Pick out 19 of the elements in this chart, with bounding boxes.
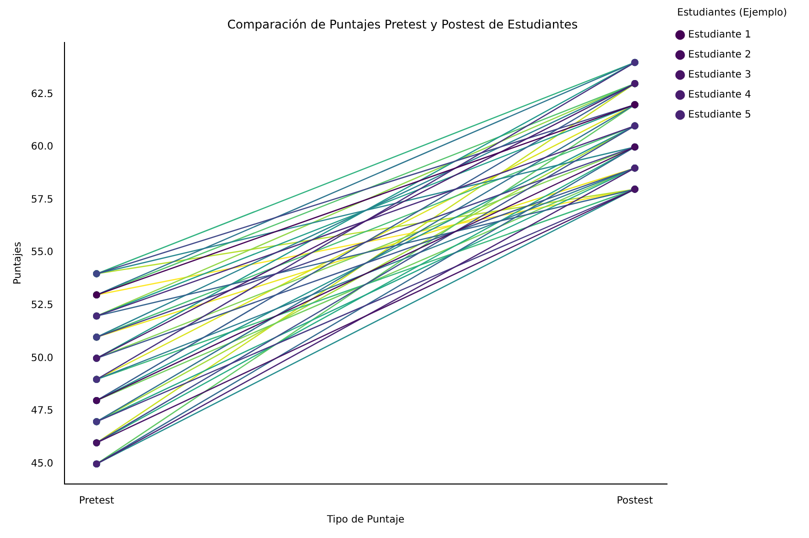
y-tick-label: 50.0 — [31, 352, 54, 364]
legend-label: Estudiante 3 — [688, 70, 752, 81]
x-tick-label: Postest — [616, 496, 653, 507]
legend-label: Estudiante 4 — [688, 90, 752, 101]
y-tick-label: 45.0 — [31, 458, 54, 470]
y-tick-label: 55.0 — [31, 247, 54, 258]
legend-label: Estudiante 5 — [688, 110, 752, 121]
y-tick-label: 57.5 — [31, 194, 54, 206]
legend-label: Estudiante 1 — [688, 30, 752, 41]
x-axis-title: Tipo de Puntaje — [326, 514, 404, 526]
chart-title: Comparación de Puntajes Pretest y Postest de Estudiantes — [227, 17, 578, 32]
legend-title: Estudiantes (Ejemplo) — [677, 8, 788, 19]
y-axis-title: Puntajes — [12, 242, 24, 285]
y-tick-label: 62.5 — [31, 88, 54, 100]
y-tick-label: 60.0 — [31, 142, 54, 153]
y-tick-label: 47.5 — [31, 406, 54, 417]
y-tick-label: 52.5 — [31, 300, 54, 312]
x-tick-label: Pretest — [79, 496, 114, 507]
legend-label: Estudiante 2 — [688, 50, 752, 61]
